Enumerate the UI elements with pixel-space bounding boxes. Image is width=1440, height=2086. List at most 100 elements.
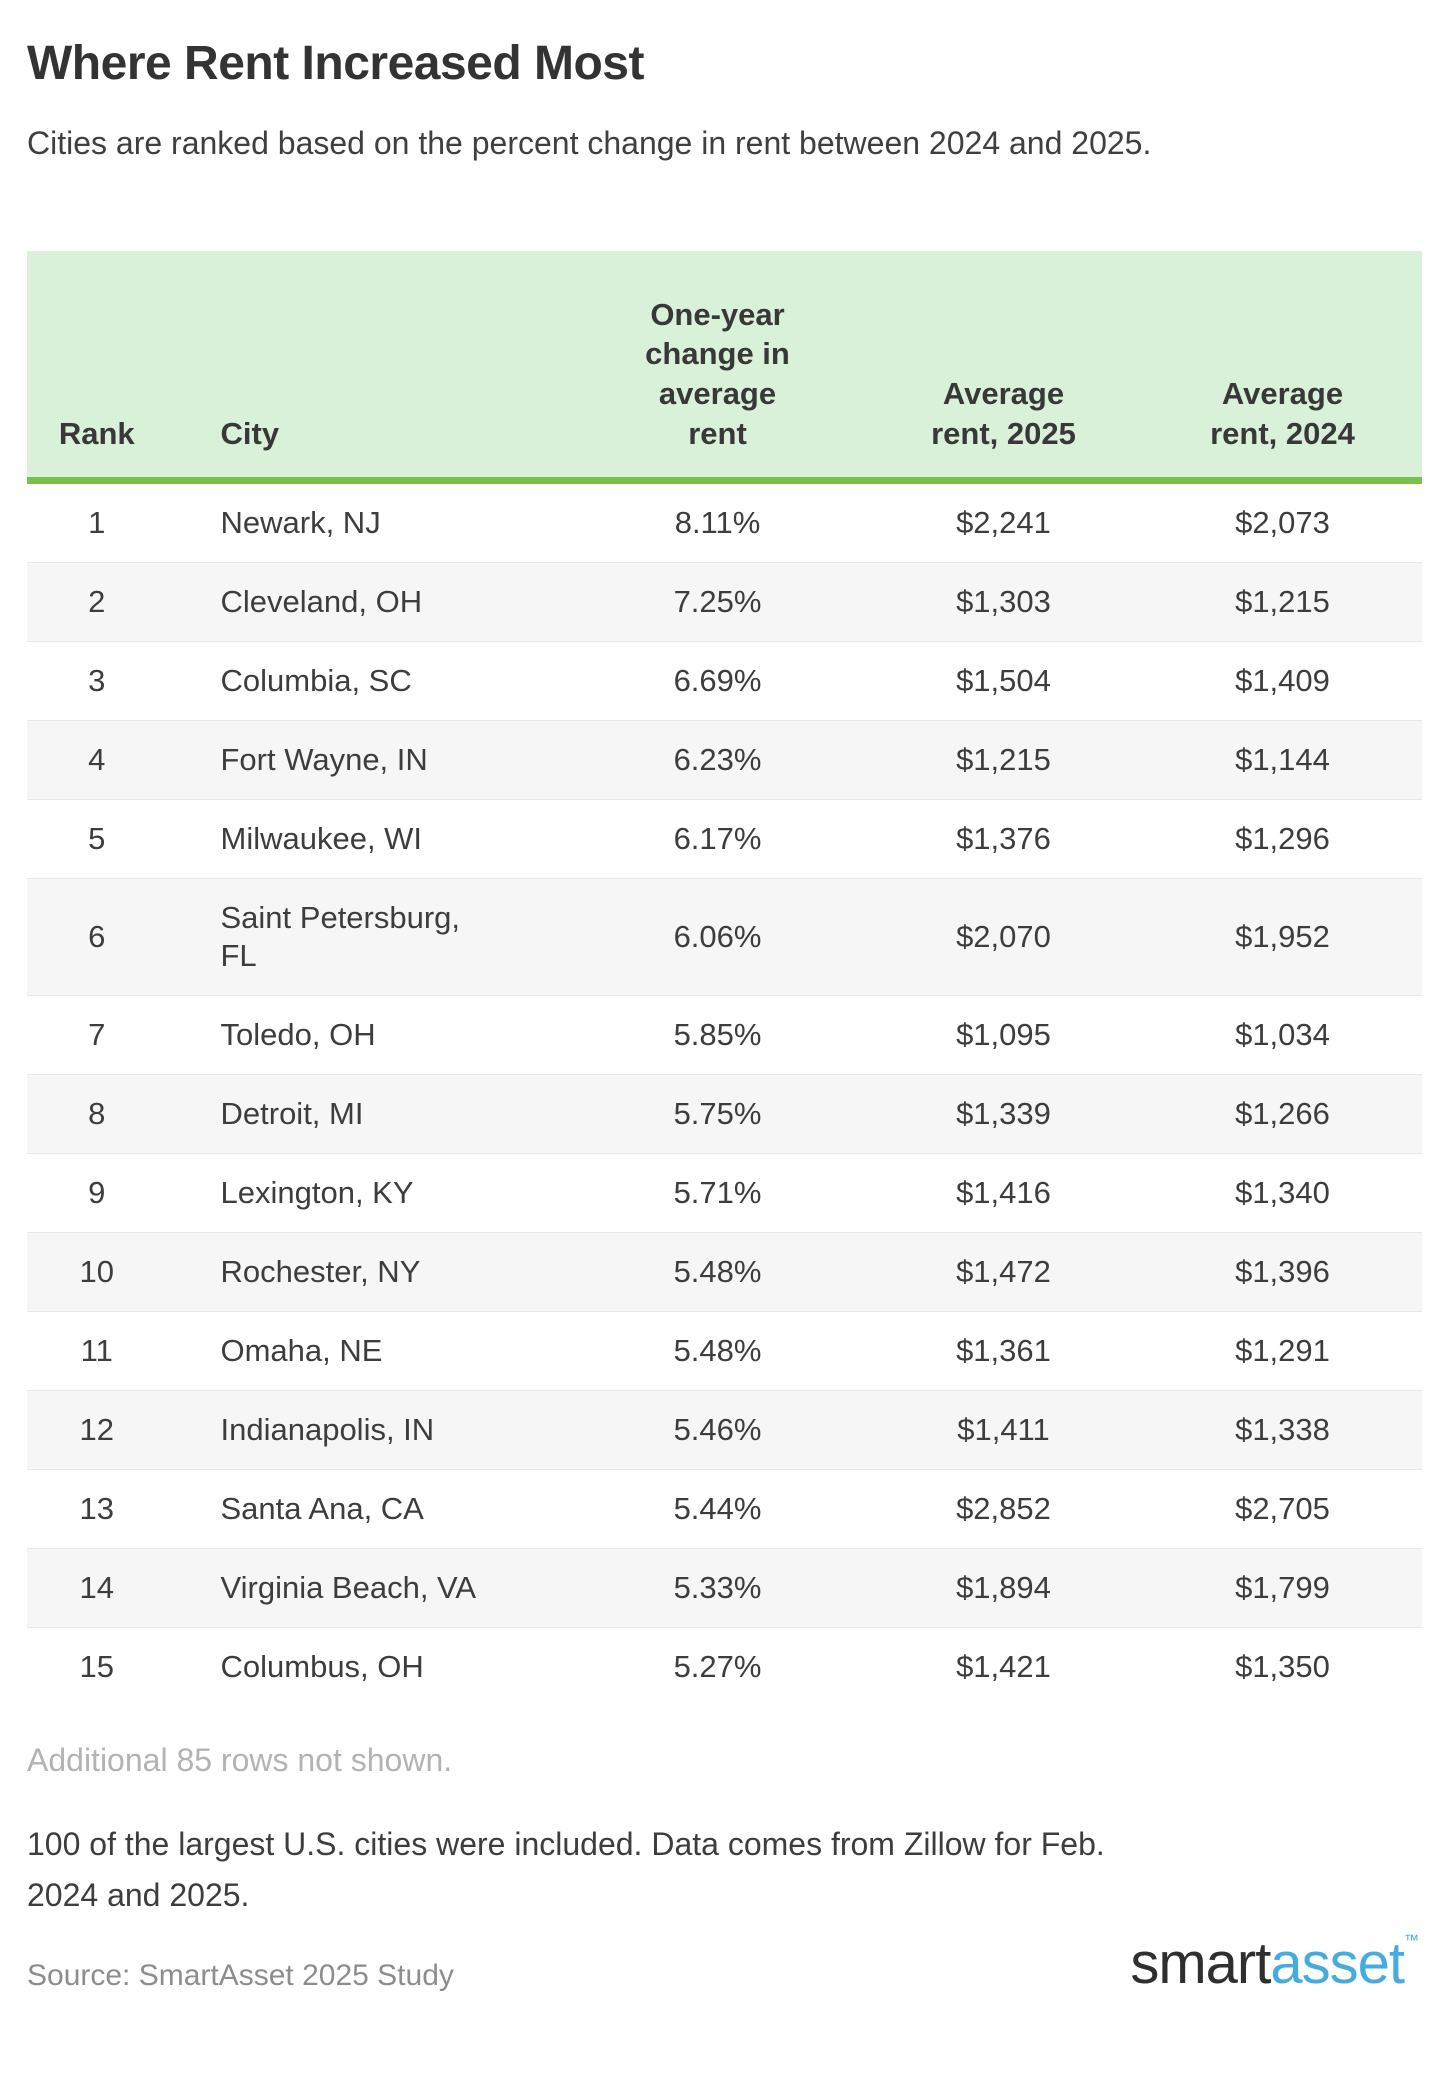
rank-cell: 11: [27, 1311, 167, 1391]
city-cell-text: Rochester, NY: [220, 1254, 421, 1290]
change-cell: 5.71%: [571, 1153, 864, 1233]
rent-2024-cell: $1,291: [1142, 1311, 1422, 1391]
city-cell-text: Detroit, MI: [220, 1096, 364, 1132]
rent-2024-cell: $1,952: [1142, 878, 1422, 996]
rent-2025-cell: $1,472: [863, 1232, 1143, 1312]
city-cell: Lexington, KY: [166, 1153, 572, 1233]
column-header-change: One-year change in average rent: [571, 250, 864, 485]
source-credit: Source: SmartAsset 2025 Study: [27, 1958, 454, 1992]
rent-2024-cell: $1,350: [1142, 1627, 1422, 1707]
rank-cell: 14: [27, 1548, 167, 1628]
change-cell-text: 5.85%: [673, 1017, 762, 1053]
additional-rows-note: Additional 85 rows not shown.: [27, 1742, 453, 1779]
logo-text-smart: smart: [1130, 1930, 1271, 1996]
rent-2024-cell-text: $1,952: [1235, 919, 1330, 955]
rent-2025-cell-text: $1,504: [956, 663, 1051, 699]
rank-cell: 7: [27, 995, 167, 1075]
table-row: 9 Lexington, KY 5.71% $1,416 $1,340: [27, 1153, 1422, 1233]
rank-cell-text: 1: [88, 505, 106, 541]
table-row: 11 Omaha, NE 5.48% $1,361 $1,291: [27, 1311, 1422, 1391]
change-cell: 5.46%: [571, 1390, 864, 1470]
rent-2025-cell: $1,095: [863, 995, 1143, 1075]
city-cell-text: Toledo, OH: [220, 1017, 376, 1053]
rank-cell-text: 10: [79, 1254, 114, 1290]
rent-2024-cell-text: $2,073: [1235, 505, 1330, 541]
rank-cell-text: 6: [88, 919, 106, 955]
city-cell-text: Milwaukee, WI: [220, 821, 423, 857]
rent-2024-cell-text: $1,144: [1235, 742, 1330, 778]
rent-2025-cell-text: $1,894: [956, 1570, 1051, 1606]
rank-cell-text: 2: [88, 584, 106, 620]
column-header-rent-2025: Average rent, 2025: [863, 250, 1143, 485]
rank-cell-text: 12: [79, 1412, 114, 1448]
city-cell: Fort Wayne, IN: [166, 720, 572, 800]
rent-2024-cell-text: $1,291: [1235, 1333, 1330, 1369]
rent-2025-cell: $1,411: [863, 1390, 1143, 1470]
rent-2025-cell: $1,421: [863, 1627, 1143, 1707]
change-cell: 5.44%: [571, 1469, 864, 1549]
rent-2025-cell-text: $1,472: [956, 1254, 1051, 1290]
change-cell: 5.48%: [571, 1311, 864, 1391]
table-body: 1 Newark, NJ 8.11% $2,241 $2,073 2 Cleveland, …: [27, 481, 1422, 1707]
rent-2025-cell: $1,303: [863, 562, 1143, 642]
rank-cell-text: 4: [88, 742, 106, 778]
table-row: 1 Newark, NJ 8.11% $2,241 $2,073: [27, 481, 1422, 563]
infographic-container: Where Rent Increased Most Cities are ran…: [27, 37, 1422, 1993]
source-row: Source: SmartAsset 2025 Study smartasset…: [27, 1933, 1422, 1993]
rent-2024-cell-text: $1,799: [1235, 1570, 1330, 1606]
change-cell: 5.75%: [571, 1074, 864, 1154]
rent-2024-cell: $2,073: [1143, 481, 1422, 563]
table-row: 3 Columbia, SC 6.69% $1,504 $1,409: [27, 641, 1422, 721]
rank-cell: 6: [27, 878, 167, 996]
rent-2025-cell: $1,416: [863, 1153, 1143, 1233]
rent-2024-cell: $1,409: [1142, 641, 1422, 721]
change-cell-text: 6.23%: [673, 742, 762, 778]
rent-2024-cell: $1,215: [1142, 562, 1422, 642]
city-cell: Detroit, MI: [166, 1074, 572, 1154]
rent-2025-cell-text: $2,852: [956, 1491, 1051, 1527]
change-cell: 6.69%: [571, 641, 864, 721]
rent-2024-cell: $1,799: [1142, 1548, 1422, 1628]
rank-cell: 3: [27, 641, 167, 721]
city-cell: Milwaukee, WI: [166, 799, 572, 879]
rent-2024-cell: $1,338: [1142, 1390, 1422, 1470]
rank-cell-text: 7: [88, 1017, 106, 1053]
city-cell-text: Lexington, KY: [220, 1175, 414, 1211]
table-row: 13 Santa Ana, CA 5.44% $2,852 $2,705: [27, 1469, 1422, 1549]
column-header-city: City: [166, 250, 572, 485]
rent-table: Rank City One-year change in average ren…: [27, 250, 1422, 1707]
city-cell-text: Columbia, SC: [220, 663, 412, 699]
column-header-rent-2024: Average rent, 2024: [1142, 250, 1422, 485]
rent-2024-cell-text: $2,705: [1235, 1491, 1330, 1527]
change-cell-text: 5.71%: [673, 1175, 762, 1211]
change-cell: 5.85%: [571, 995, 864, 1075]
rent-2025-cell: $2,852: [863, 1469, 1143, 1549]
table-row: 12 Indianapolis, IN 5.46% $1,411 $1,338: [27, 1390, 1422, 1470]
methodology-note: 100 of the largest U.S. cities were incl…: [27, 1826, 1105, 1914]
city-cell-text: Columbus, OH: [220, 1649, 424, 1685]
change-cell-text: 8.11%: [674, 505, 761, 541]
rent-2024-cell: $2,705: [1142, 1469, 1422, 1549]
rent-2024-cell: $1,144: [1142, 720, 1422, 800]
rent-2025-cell: $1,376: [863, 799, 1143, 879]
change-cell-text: 6.69%: [673, 663, 762, 699]
rank-cell-text: 13: [79, 1491, 114, 1527]
change-cell-text: 6.17%: [673, 821, 762, 857]
city-cell: Rochester, NY: [166, 1232, 572, 1312]
table-row: 8 Detroit, MI 5.75% $1,339 $1,266: [27, 1074, 1422, 1154]
rank-cell: 1: [27, 481, 167, 563]
rank-cell: 8: [27, 1074, 167, 1154]
column-header-rank: Rank: [27, 250, 167, 485]
column-header-change-label: One-year change in average rent: [645, 296, 790, 451]
rent-2024-cell-text: $1,340: [1235, 1175, 1330, 1211]
change-cell-text: 6.06%: [673, 919, 762, 955]
city-cell: Virginia Beach, VA: [166, 1548, 572, 1628]
rent-2025-cell: $1,361: [863, 1311, 1143, 1391]
rent-2025-cell-text: $1,411: [957, 1412, 1050, 1448]
change-cell-text: 5.33%: [673, 1570, 762, 1606]
rent-2025-cell-text: $2,070: [956, 919, 1051, 955]
rent-2025-cell-text: $1,095: [956, 1017, 1051, 1053]
city-cell-text: Fort Wayne, IN: [220, 742, 428, 778]
table-row: 4 Fort Wayne, IN 6.23% $1,215 $1,144: [27, 720, 1422, 800]
rent-2024-cell-text: $1,409: [1235, 663, 1330, 699]
